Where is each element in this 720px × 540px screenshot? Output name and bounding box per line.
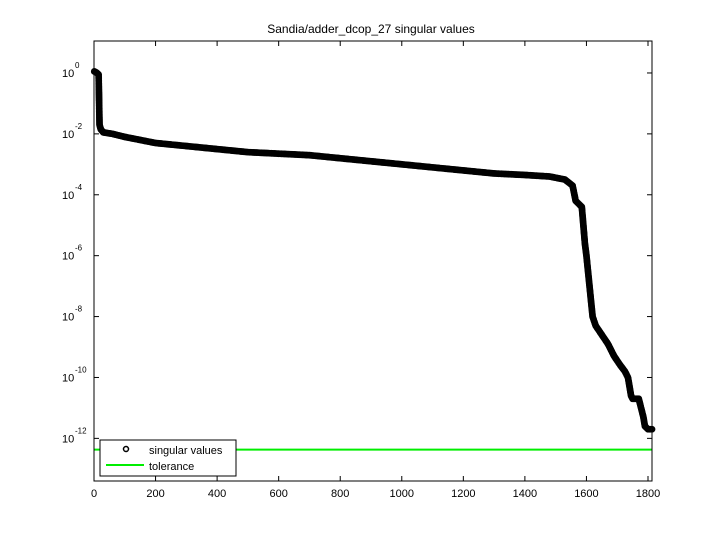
y-tick-label: 10 — [62, 190, 74, 202]
y-tick-exponent: -6 — [75, 244, 83, 253]
x-tick-label: 600 — [269, 488, 287, 500]
y-tick-label: 10 — [62, 251, 74, 263]
y-tick-exponent: -8 — [75, 305, 83, 314]
axes-frame — [93, 40, 653, 482]
x-tick-label: 1800 — [636, 488, 660, 500]
y-tick-exponent: -4 — [75, 183, 83, 192]
chart-title: Sandia/adder_dcop_27 singular values — [267, 22, 475, 36]
y-tick-exponent: -12 — [75, 426, 87, 435]
y-tick-label: 10 — [62, 68, 74, 80]
legend-box — [99, 439, 237, 477]
x-tick-label: 1600 — [574, 488, 598, 500]
legend: singular values tolerance — [99, 439, 237, 477]
legend-marker-icon — [122, 445, 130, 453]
x-tick-label: 800 — [331, 488, 349, 500]
y-tick-label: 10 — [62, 129, 74, 141]
y-tick-exponent: -10 — [75, 365, 87, 374]
x-tick-label: 1000 — [390, 488, 414, 500]
x-tick-label: 200 — [146, 488, 164, 500]
legend-label-singular-values: singular values — [149, 445, 223, 457]
y-tick-exponent: 0 — [75, 61, 80, 70]
x-tick-label: 1400 — [513, 488, 537, 500]
singular-value-markers — [90, 68, 656, 433]
x-tick-label: 400 — [208, 488, 226, 500]
y-tick-label: 10 — [62, 372, 74, 384]
axes: 0 200 400 600 800 1000 1200 1400 1600 180010010-2… — [62, 40, 660, 500]
x-tick-label: 1200 — [451, 488, 475, 500]
y-tick-exponent: -2 — [75, 122, 83, 131]
x-tick-label: 0 — [91, 488, 97, 500]
y-tick-label: 10 — [62, 433, 74, 445]
legend-label-tolerance: tolerance — [149, 461, 194, 473]
y-tick-label: 10 — [62, 312, 74, 324]
plot-area — [90, 68, 656, 451]
